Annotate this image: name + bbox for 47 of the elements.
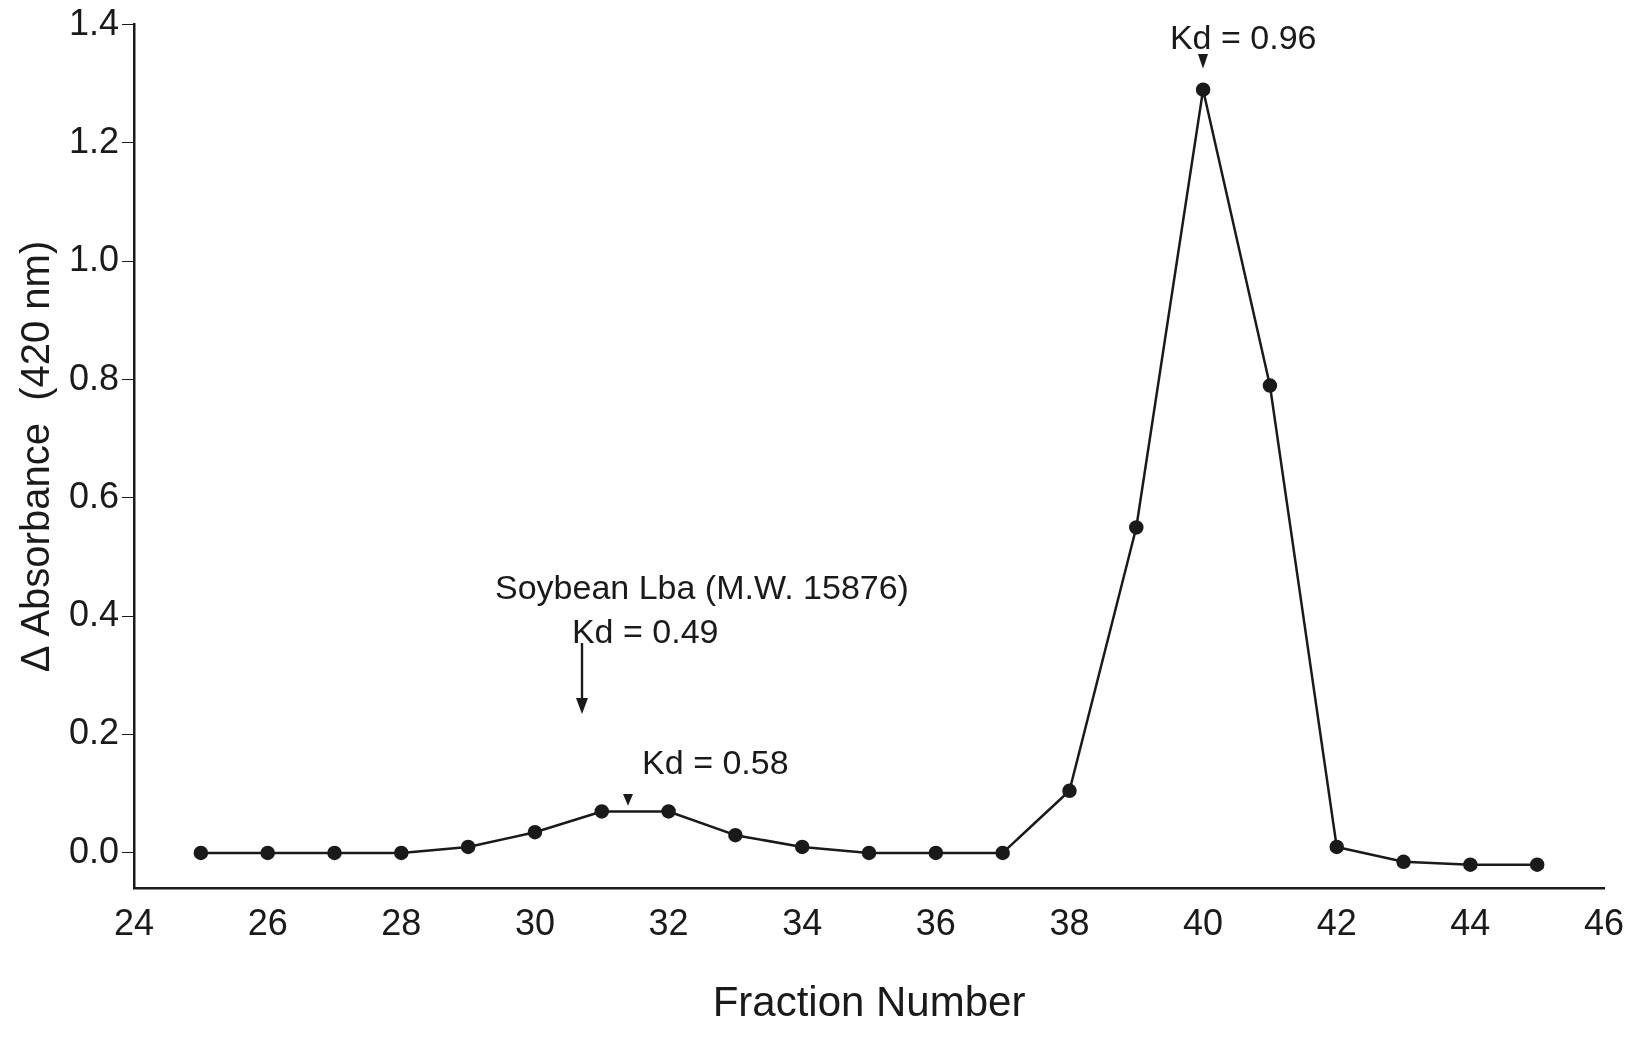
point (995, 845, 1010, 861)
x-tick-label: 42 (1316, 901, 1357, 943)
point (728, 827, 743, 843)
x-tick-label: 44 (1450, 901, 1491, 943)
point (1463, 857, 1478, 872)
point (661, 804, 676, 819)
annotation: Kd = 0.96 (1169, 17, 1317, 56)
y-tick-label: 0.2 (69, 711, 120, 753)
y-tick-label: 0.8 (69, 356, 120, 398)
x-axis-title: Fraction Number (712, 978, 1026, 1026)
y-tick-label: 0.0 (69, 829, 120, 871)
x-tick-label: 38 (1049, 901, 1090, 943)
point (327, 845, 342, 861)
y-tick-label: 1.4 (69, 1, 120, 43)
point (394, 845, 409, 861)
x-tick-label: 32 (648, 901, 689, 943)
annotation: Kd = 0.58 (642, 742, 789, 781)
point (527, 824, 543, 840)
x-tick-label: 30 (514, 901, 555, 943)
x-tick-label: 46 (1583, 901, 1625, 943)
point (1195, 82, 1211, 97)
point (928, 845, 944, 861)
y-tick-label: 0.4 (69, 593, 120, 635)
point (1529, 857, 1545, 872)
point (460, 839, 476, 855)
point (1329, 839, 1344, 855)
point (794, 839, 810, 855)
x-tick-label: 36 (915, 901, 956, 943)
x-tick-label: 34 (782, 901, 823, 943)
point (594, 804, 610, 819)
annotation: Soybean Lba (M.W. 15876) (495, 567, 909, 606)
y-tick-label: 1.2 (69, 119, 120, 161)
x-tick-label: 26 (247, 901, 288, 943)
point (193, 845, 209, 861)
annotation: Kd = 0.49 (571, 612, 719, 651)
x-tick-label: 28 (381, 901, 422, 943)
point (1129, 520, 1144, 535)
y-tick-label: 1.0 (69, 238, 120, 280)
point (861, 845, 877, 861)
y-tick-label: 0.6 (69, 474, 120, 516)
x-tick-label: 24 (114, 901, 155, 943)
point (1262, 378, 1278, 393)
point (1062, 783, 1077, 799)
y-axis-title: Δ Absorbance (420 nm) (13, 240, 58, 673)
point (1396, 854, 1411, 870)
x-tick-label: 40 (1183, 901, 1224, 943)
point (260, 845, 275, 861)
